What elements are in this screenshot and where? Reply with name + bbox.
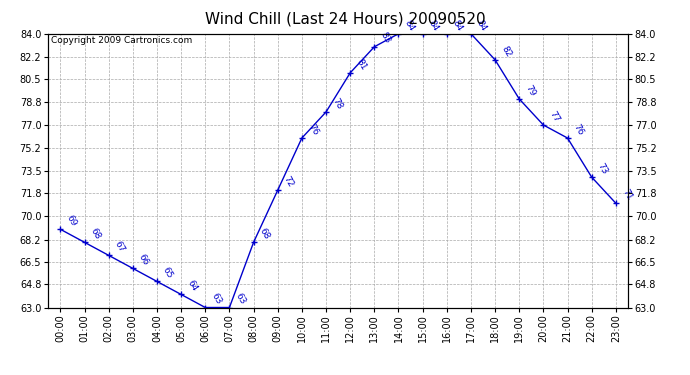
Text: 76: 76 (572, 122, 585, 136)
Text: 72: 72 (282, 174, 295, 189)
Text: 83: 83 (379, 31, 392, 45)
Text: 66: 66 (137, 252, 150, 267)
Text: 67: 67 (113, 240, 126, 254)
Text: 73: 73 (596, 161, 609, 176)
Text: 68: 68 (89, 226, 102, 241)
Text: 84: 84 (475, 18, 489, 32)
Text: 79: 79 (524, 83, 537, 98)
Text: 64: 64 (186, 279, 199, 293)
Text: Copyright 2009 Cartronics.com: Copyright 2009 Cartronics.com (51, 36, 193, 45)
Text: 81: 81 (355, 57, 368, 72)
Text: 69: 69 (65, 213, 78, 228)
Text: 71: 71 (620, 188, 633, 202)
Text: 77: 77 (548, 109, 561, 124)
Text: 82: 82 (500, 44, 513, 58)
Text: 84: 84 (427, 18, 440, 32)
Text: Wind Chill (Last 24 Hours) 20090520: Wind Chill (Last 24 Hours) 20090520 (205, 11, 485, 26)
Text: 63: 63 (234, 292, 247, 306)
Text: 63: 63 (210, 292, 223, 306)
Text: 65: 65 (161, 266, 175, 280)
Text: 78: 78 (331, 96, 344, 111)
Text: 84: 84 (403, 18, 416, 32)
Text: 84: 84 (451, 18, 464, 32)
Text: 68: 68 (258, 226, 271, 241)
Text: 76: 76 (306, 122, 319, 136)
